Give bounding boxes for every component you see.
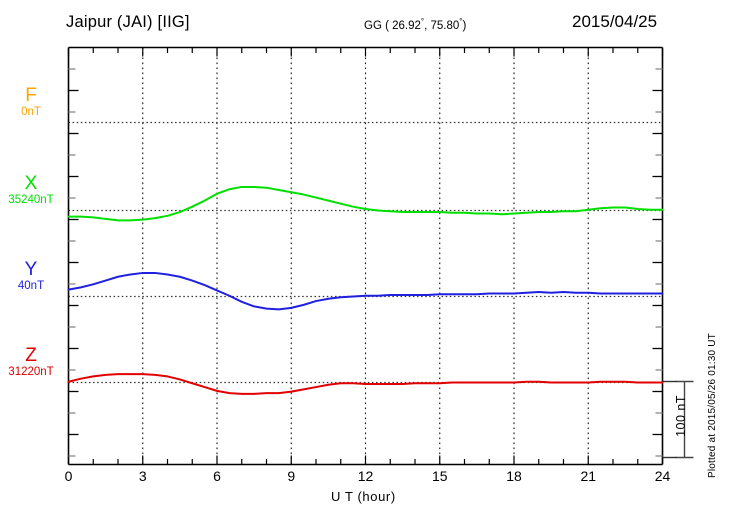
coords-lat-prefix: GG ( 26.92	[364, 19, 421, 32]
x-tick-label: 6	[213, 468, 221, 484]
component-baseline-y: 40nT	[17, 279, 45, 292]
component-letter-f: F	[25, 84, 37, 106]
trace-y	[67, 271, 664, 311]
trace-x	[67, 185, 664, 222]
coords-lon: , 75.80	[424, 19, 460, 32]
x-tick-label: 3	[138, 468, 147, 484]
x-tick-label: 12	[357, 468, 374, 484]
x-tick-label: 24	[654, 468, 671, 484]
degree-symbol-lat: °	[420, 17, 425, 26]
x-tick-label: 0	[64, 468, 73, 484]
x-tick-label: 15	[431, 468, 448, 484]
scale-bar-label: 100 nT	[674, 395, 688, 437]
degree-symbol-lon: °	[459, 17, 463, 26]
component-baseline-z: 31220nT	[8, 365, 54, 378]
component-label-z: Z 31220nT	[0, 346, 62, 379]
component-letter-y: Y	[24, 258, 38, 280]
x-axis-title: U T (hour)	[331, 489, 396, 504]
x-tick-label: 21	[580, 468, 597, 484]
component-label-x: X 35240nT	[0, 174, 62, 207]
component-letter-x: X	[24, 172, 38, 194]
coords-suffix: )	[462, 19, 467, 32]
component-baseline-f: 0nT	[21, 105, 41, 118]
component-baseline-x: 35240nT	[8, 193, 54, 206]
plotted-timestamp: Plotted at 2015/05/26 01:30 UT	[707, 333, 718, 478]
component-label-f: F 0nT	[0, 86, 62, 119]
trace-z	[67, 373, 664, 395]
x-tick-label: 18	[506, 468, 522, 484]
x-tick-label: 9	[287, 468, 296, 484]
component-letter-z: Z	[25, 344, 37, 366]
observation-date: 2015/04/25	[572, 12, 658, 31]
component-label-y: Y 40nT	[0, 260, 62, 293]
page-title: Jaipur (JAI) [IIG]	[66, 13, 190, 31]
geographic-coordinates: GG ( 26.92°, 75.80°)	[364, 17, 466, 32]
